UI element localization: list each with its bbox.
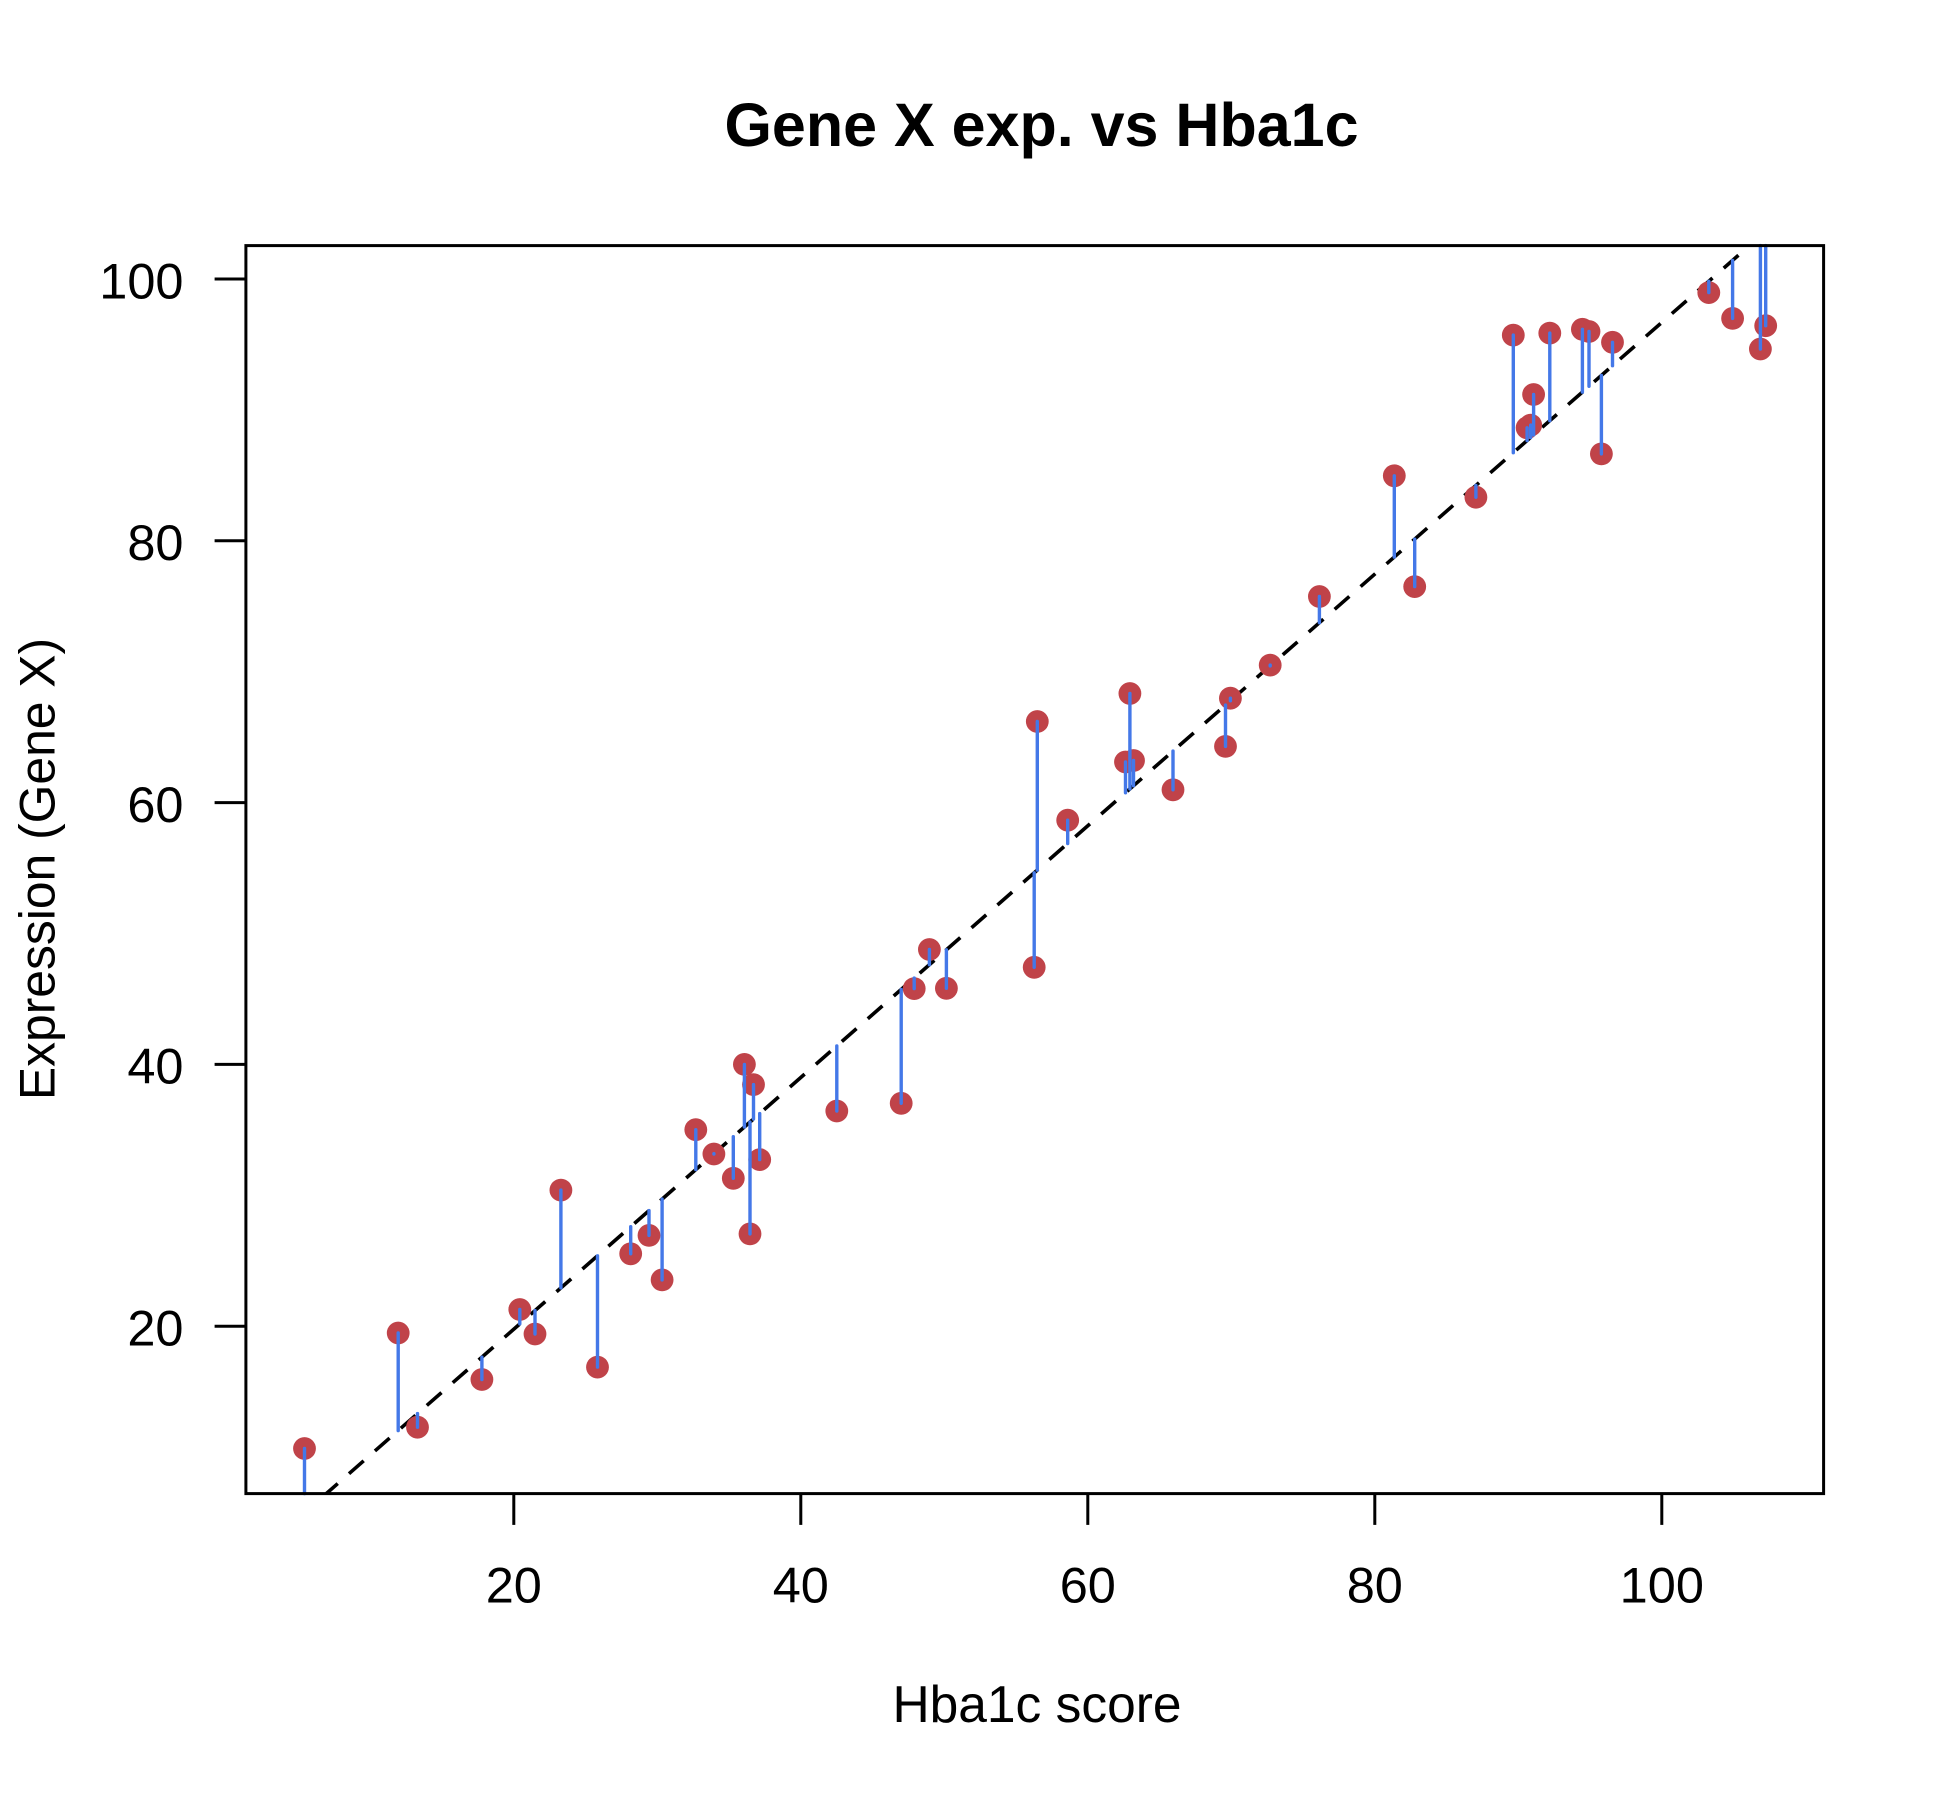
svg-text:Gene X exp. vs Hba1c: Gene X exp. vs Hba1c (724, 91, 1358, 159)
svg-text:40: 40 (773, 1557, 829, 1614)
svg-text:Expression (Gene X): Expression (Gene X) (10, 638, 66, 1100)
svg-text:100: 100 (99, 252, 183, 309)
svg-text:60: 60 (127, 776, 183, 833)
svg-text:Hba1c score: Hba1c score (892, 1675, 1181, 1733)
svg-text:80: 80 (127, 514, 183, 571)
svg-text:20: 20 (486, 1557, 542, 1614)
svg-text:40: 40 (127, 1038, 183, 1095)
svg-text:80: 80 (1347, 1557, 1403, 1614)
svg-text:100: 100 (1620, 1557, 1704, 1614)
svg-text:60: 60 (1060, 1557, 1116, 1614)
svg-text:20: 20 (127, 1300, 183, 1357)
